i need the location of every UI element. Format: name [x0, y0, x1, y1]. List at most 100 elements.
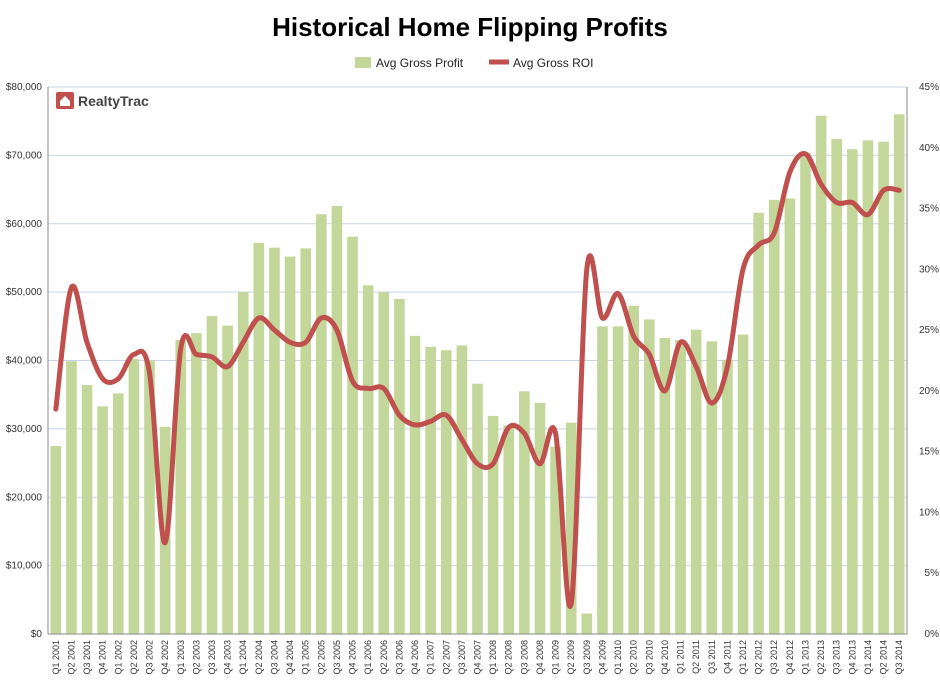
y-left-tick-label: $50,000 — [6, 287, 43, 298]
profit-bar — [50, 445, 62, 634]
y-left-tick-label: $20,000 — [6, 492, 43, 503]
profit-bar — [800, 152, 811, 634]
x-tick-label: Q4 2006 — [410, 640, 420, 675]
y-right-tick-label: 40% — [919, 143, 939, 154]
x-tick-label: Q3 2011 — [707, 640, 717, 674]
logo-house-shape — [60, 96, 70, 106]
y-left-tick-label: $0 — [31, 629, 43, 640]
y-right-tick-label: 45% — [919, 82, 939, 93]
y-left-tick-label: $70,000 — [6, 150, 43, 161]
x-tick-label: Q4 2002 — [160, 640, 170, 675]
x-tick-label: Q3 2001 — [82, 640, 92, 675]
logo-text: RealtyTrac — [78, 93, 149, 109]
y-right-tick-label: 30% — [919, 264, 939, 275]
profit-bar — [737, 334, 749, 634]
x-tick-label: Q1 2013 — [800, 640, 810, 675]
profit-bar — [550, 446, 561, 634]
profit-bar — [394, 298, 405, 634]
x-tick-label: Q3 2007 — [457, 640, 467, 675]
x-tick-label: Q2 2004 — [254, 640, 264, 675]
profit-bar — [597, 326, 608, 634]
x-tick-label: Q1 2008 — [488, 640, 498, 675]
profit-bar — [472, 383, 483, 634]
x-tick-label: Q1 2002 — [113, 640, 123, 675]
profit-bar — [784, 198, 796, 635]
profit-bar — [768, 199, 780, 634]
roi-line — [53, 151, 902, 609]
profit-bar — [237, 292, 249, 634]
profit-bar — [66, 361, 77, 634]
profit-bar — [362, 285, 374, 634]
profit-bar — [316, 214, 327, 635]
x-tick-label: Q1 2012 — [738, 640, 748, 675]
y-left-tick-label: $30,000 — [6, 424, 43, 435]
y-left-tick-label: $10,000 — [6, 561, 43, 572]
x-tick-label: Q4 2005 — [348, 640, 358, 675]
x-tick-label: Q4 2004 — [285, 640, 295, 675]
x-tick-label: Q3 2004 — [269, 640, 279, 675]
x-tick-label: Q4 2009 — [597, 640, 607, 675]
x-tick-label: Q4 2003 — [223, 640, 233, 675]
profit-bar — [456, 345, 468, 634]
x-tick-label: Q1 2005 — [301, 640, 311, 675]
profit-bar — [847, 149, 858, 634]
x-tick-label: Q3 2014 — [894, 640, 904, 675]
profit-bar — [284, 256, 296, 634]
y-right-tick-label: 15% — [919, 447, 939, 458]
roi-line-layer — [53, 151, 902, 609]
profit-bar — [565, 422, 577, 634]
profit-bar — [675, 339, 686, 634]
x-tick-label: Q4 2007 — [473, 640, 483, 675]
profit-bar — [191, 333, 202, 634]
profit-bar — [97, 406, 108, 634]
profit-bar — [144, 360, 155, 634]
profit-bar — [347, 236, 358, 634]
profit-bar — [831, 138, 843, 634]
y-right-tick-label: 25% — [919, 325, 939, 336]
x-tick-label: Q2 2010 — [629, 640, 639, 675]
profit-bar — [128, 359, 140, 634]
x-tick-label: Q4 2012 — [785, 640, 795, 675]
profit-bar — [628, 305, 639, 634]
x-tick-label: Q3 2003 — [207, 640, 217, 675]
legend-label-profit: Avg Gross Profit — [376, 56, 464, 70]
profit-bar — [112, 393, 124, 634]
profit-bar — [440, 350, 452, 634]
y-left-tick-label: $40,000 — [6, 356, 43, 367]
x-tick-label: Q2 2008 — [504, 640, 514, 675]
legend-label-roi: Avg Gross ROI — [513, 56, 593, 70]
x-tick-label: Q3 2012 — [769, 640, 779, 675]
profit-bar — [581, 613, 593, 634]
x-tick-label: Q1 2014 — [863, 640, 873, 675]
x-tick-label: Q2 2007 — [441, 640, 451, 675]
y-right-tick-label: 35% — [919, 204, 939, 215]
profit-bar — [425, 346, 436, 634]
x-tick-label: Q4 2001 — [98, 640, 108, 675]
x-tick-label: Q2 2006 — [379, 640, 389, 675]
tick-labels: $0 $10,000 $20,000 $30,000 $40,000 $50,000 $60… — [6, 82, 939, 675]
x-tick-label: Q3 2005 — [332, 640, 342, 675]
profit-bar — [81, 385, 93, 634]
y-right-tick-label: 5% — [925, 568, 940, 579]
profit-bar — [519, 391, 530, 634]
profit-bar — [159, 426, 171, 634]
profit-bar — [722, 359, 733, 634]
profit-bar — [409, 335, 421, 634]
x-tick-label: Q3 2006 — [394, 640, 404, 675]
x-tick-label: Q2 2013 — [816, 640, 826, 675]
profit-bar — [487, 415, 499, 634]
chart-title: Historical Home Flipping Profits — [272, 12, 668, 42]
x-tick-label: Q2 2012 — [754, 640, 764, 675]
profit-bar — [690, 329, 702, 634]
bars — [50, 114, 905, 635]
profit-bar — [612, 326, 624, 634]
profit-bar — [253, 242, 265, 634]
x-tick-label: Q1 2003 — [176, 640, 186, 675]
x-tick-label: Q2 2001 — [66, 640, 76, 675]
axes — [47, 87, 908, 635]
x-tick-label: Q2 2002 — [129, 640, 139, 675]
profit-bar — [300, 248, 312, 635]
y-right-tick-label: 10% — [919, 507, 939, 518]
